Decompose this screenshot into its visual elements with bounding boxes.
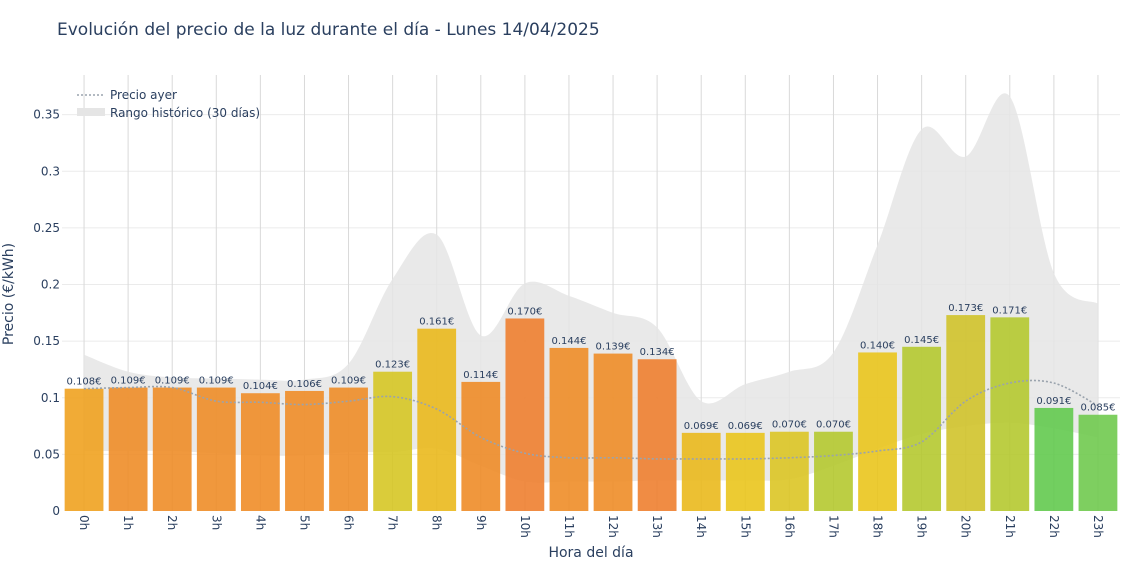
- bar-value-label: 0.145€: [904, 335, 939, 346]
- x-tick-label: 5h: [297, 515, 311, 530]
- x-tick-label: 18h: [871, 515, 885, 538]
- bar-value-label: 0.106€: [287, 379, 322, 390]
- x-tick-label: 0h: [77, 515, 91, 530]
- price-bar: [593, 353, 633, 511]
- range-layer: [84, 93, 1098, 483]
- x-tick-label: 6h: [342, 515, 356, 530]
- price-bar: [858, 352, 897, 511]
- bar-value-label: 0.069€: [684, 421, 719, 432]
- price-bar: [814, 431, 853, 511]
- bar-value-label: 0.144€: [551, 336, 586, 347]
- x-tick-label: 23h: [1091, 515, 1105, 538]
- price-bar: [64, 388, 104, 511]
- x-tick-label: 11h: [562, 515, 576, 538]
- price-bar: [769, 431, 809, 511]
- x-tick-label: 20h: [959, 515, 973, 538]
- bar-value-label: 0.108€: [67, 377, 102, 388]
- x-tick-label: 15h: [738, 515, 752, 538]
- price-bar: [990, 317, 1030, 511]
- x-tick-label: 8h: [430, 515, 444, 530]
- price-bar: [329, 387, 368, 511]
- y-tick-label: 0.2: [41, 278, 60, 292]
- bar-value-label: 0.170€: [507, 306, 542, 317]
- price-bar: [1034, 407, 1074, 511]
- price-bar: [505, 318, 545, 511]
- bar-value-label: 0.173€: [948, 303, 983, 314]
- bar-value-label: 0.109€: [155, 376, 190, 387]
- x-tick-label: 17h: [826, 515, 840, 538]
- bar-value-label: 0.085€: [1080, 403, 1115, 414]
- bar-value-label: 0.109€: [199, 376, 234, 387]
- x-tick-label: 12h: [606, 515, 620, 538]
- x-tick-label: 19h: [915, 515, 929, 538]
- bar-value-label: 0.171€: [992, 305, 1027, 316]
- bar-labels-layer: 0.108€ 0.109€ 0.109€ 0.109€ 0.104€ 0.106€ 0.10…: [67, 303, 1116, 432]
- price-bar: [461, 381, 501, 511]
- price-bar: [902, 346, 942, 511]
- price-bar: [108, 387, 148, 511]
- x-tick-label: 10h: [518, 515, 532, 538]
- x-tick-label: 16h: [782, 515, 796, 538]
- x-tick-label: 9h: [474, 515, 488, 530]
- bar-value-label: 0.070€: [816, 420, 851, 431]
- price-bar: [240, 393, 280, 511]
- y-axis-title: Precio (€/kWh): [1, 243, 17, 345]
- y-tick-label: 0.3: [41, 164, 60, 178]
- legend-range-label: Rango histórico (30 días): [110, 106, 260, 120]
- chart-title: Evolución del precio de la luz durante e…: [57, 20, 600, 40]
- axis-layer: 0 0.05 0.1 0.15 0.2 0.25 0.3 0.35 0h 1h 2h 3h 4h 5h 6h…: [33, 108, 1105, 538]
- price-bar: [373, 371, 413, 511]
- price-bar: [285, 390, 324, 511]
- historical-range-area: [84, 93, 1098, 483]
- price-bar: [417, 328, 457, 511]
- x-tick-label: 4h: [253, 515, 267, 530]
- bar-value-label: 0.070€: [772, 420, 807, 431]
- y-tick-label: 0.1: [41, 391, 60, 405]
- bar-value-label: 0.104€: [243, 381, 278, 392]
- price-bar: [1078, 414, 1118, 511]
- price-bar: [196, 387, 236, 511]
- x-tick-label: 1h: [121, 515, 135, 530]
- price-bar: [725, 432, 765, 511]
- price-bar: [637, 359, 677, 511]
- bar-value-label: 0.134€: [640, 347, 675, 358]
- bar-value-label: 0.139€: [596, 342, 631, 353]
- x-tick-label: 21h: [1003, 515, 1017, 538]
- bar-value-label: 0.161€: [419, 317, 454, 328]
- y-tick-label: 0.35: [33, 108, 60, 122]
- legend: Precio ayer Rango histórico (30 días): [77, 88, 260, 120]
- price-bar: [549, 347, 589, 511]
- bar-value-label: 0.109€: [331, 376, 366, 387]
- y-tick-label: 0: [52, 504, 60, 518]
- bar-value-label: 0.091€: [1036, 396, 1071, 407]
- y-tick-label: 0.05: [33, 447, 60, 461]
- x-tick-label: 14h: [694, 515, 708, 538]
- y-tick-label: 0.25: [33, 221, 60, 235]
- bar-value-label: 0.109€: [111, 376, 146, 387]
- x-tick-label: 2h: [165, 515, 179, 530]
- bar-value-label: 0.069€: [728, 421, 763, 432]
- legend-yesterday-label: Precio ayer: [110, 88, 177, 102]
- legend-range-swatch: [77, 108, 105, 116]
- price-bar: [152, 387, 192, 511]
- bar-value-label: 0.140€: [860, 340, 895, 351]
- x-tick-label: 7h: [386, 515, 400, 530]
- price-bar: [681, 432, 721, 511]
- x-tick-label: 13h: [650, 515, 664, 538]
- bar-value-label: 0.114€: [463, 370, 498, 381]
- bar-value-label: 0.123€: [375, 360, 410, 371]
- bars-layer: [64, 315, 1118, 511]
- y-tick-label: 0.15: [33, 334, 60, 348]
- x-tick-label: 3h: [209, 515, 223, 530]
- x-tick-label: 22h: [1047, 515, 1061, 538]
- x-axis-title: Hora del día: [548, 545, 633, 561]
